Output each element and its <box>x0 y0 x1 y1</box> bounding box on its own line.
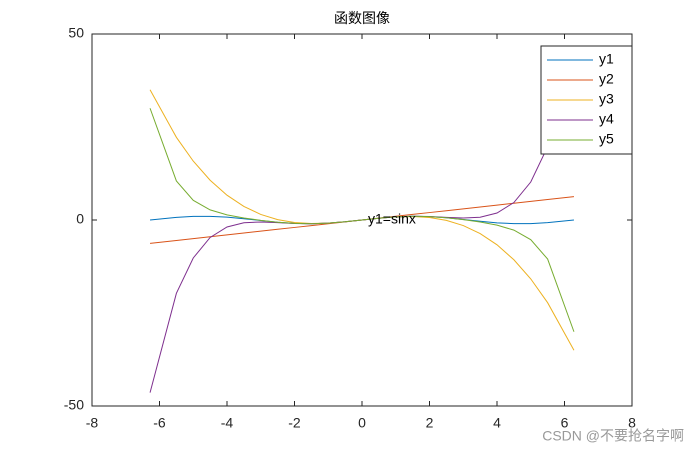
x-tick-label: 6 <box>561 415 569 431</box>
legend-label: y4 <box>599 111 614 127</box>
y-tick-label: 50 <box>68 25 84 41</box>
y-tick-label: -50 <box>64 397 84 413</box>
series-line <box>149 108 575 332</box>
legend-label: y3 <box>599 91 614 107</box>
watermark: CSDN @不要抢名字啊 <box>542 428 684 444</box>
x-tick-label: 8 <box>628 415 636 431</box>
annotation: y1=sinx <box>368 211 416 227</box>
legend-label: y2 <box>599 71 614 87</box>
x-tick-label: 0 <box>358 415 366 431</box>
x-tick-label: 2 <box>426 415 434 431</box>
x-tick-label: -4 <box>221 415 234 431</box>
x-tick-label: -8 <box>86 415 99 431</box>
y-tick-label: 0 <box>76 211 84 227</box>
x-tick-label: -6 <box>153 415 166 431</box>
chart-title: 函数图像 <box>334 11 390 27</box>
x-tick-label: -2 <box>288 415 301 431</box>
x-tick-label: 4 <box>493 415 501 431</box>
legend-label: y5 <box>599 131 614 147</box>
legend-label: y1 <box>599 51 614 67</box>
